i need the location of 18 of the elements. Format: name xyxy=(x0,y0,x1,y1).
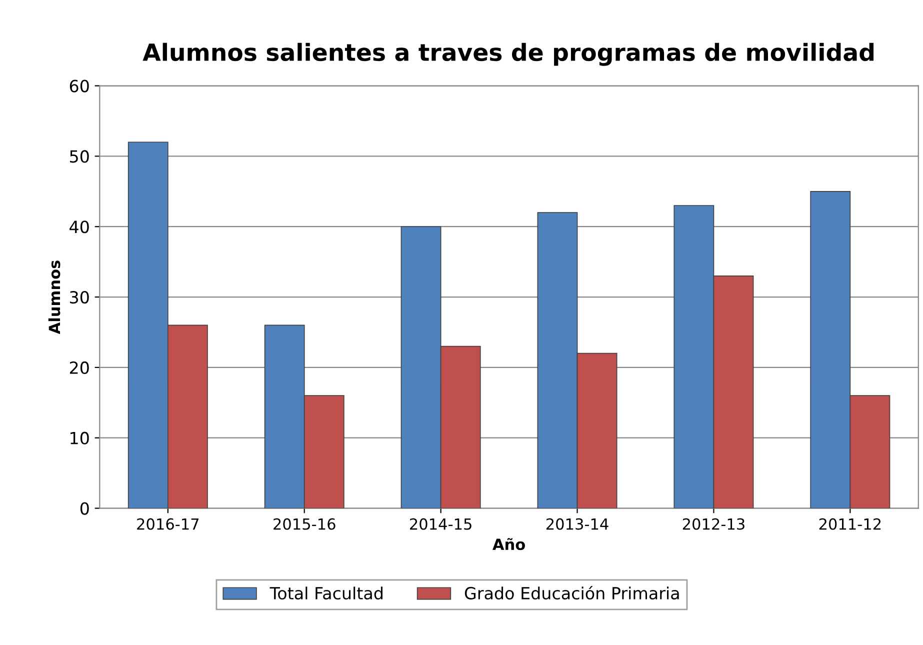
x-tick-label: 2012-13 xyxy=(682,518,744,530)
y-axis-title: Alumnos xyxy=(48,260,60,334)
y-tick-label: 50 xyxy=(70,150,89,163)
x-tick-label: 2014-15 xyxy=(410,518,472,530)
x-tick-label: 2016-17 xyxy=(137,518,199,530)
y-tick-label: 10 xyxy=(70,432,89,444)
x-tick-label: 2011-12 xyxy=(819,518,881,530)
x-tick-label: 2015-16 xyxy=(274,518,336,530)
y-tick-label: 30 xyxy=(70,290,89,304)
chart-title: Alumnos salientes a traves de programas de movilidad xyxy=(142,42,874,66)
y-tick-label: 60 xyxy=(70,80,89,92)
y-tick-label: 40 xyxy=(70,220,89,234)
x-tick-label: 2013-14 xyxy=(546,518,608,530)
legend-label: Total Facultad xyxy=(270,586,382,600)
legend-label: Grado Educación Primaria xyxy=(464,586,679,600)
y-tick-label: 0 xyxy=(80,502,89,515)
y-tick-label: 20 xyxy=(70,361,89,374)
x-axis-title: Año xyxy=(492,538,525,550)
